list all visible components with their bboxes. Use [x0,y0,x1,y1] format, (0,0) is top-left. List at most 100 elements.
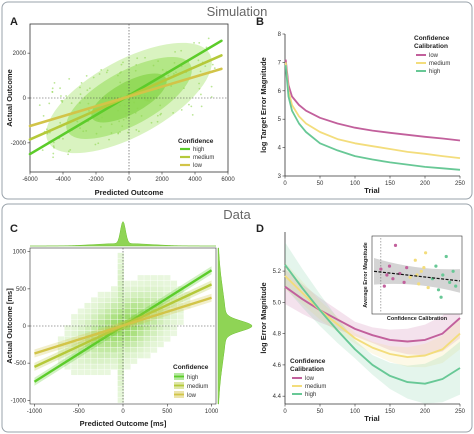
panel-c-density-cell [150,347,158,353]
panel-c-density-cell [71,319,78,325]
panel-d-x-tick-label: 250 [455,409,466,415]
panel-c-density-cell [124,314,131,320]
panel-a-scatter-point [136,57,139,60]
panel-a-scatter-point [106,69,109,72]
panel-c-x-tick-label: -500 [73,409,86,415]
panel-c-density-cell [111,297,118,303]
panel-c-density-cell [84,330,91,337]
panel-c-density-cell [117,314,124,320]
panel-c-density-cell [97,314,104,320]
panel-c-density-cell [91,358,98,364]
panel-a-scatter-point [207,37,210,40]
panel-c-density-cell [130,308,138,314]
panel-c-density-cell [64,341,71,348]
panel-d-inset-x-label: Confidence Calibration [387,316,448,322]
panel-d-inset-point-medium [422,266,426,270]
panel-a-scatter-point [210,85,213,88]
panel-a-scatter-point [79,86,81,89]
panel-c-density-cell [84,314,91,320]
panel-a-scatter-point [53,146,55,149]
panel-c-density-cell [104,314,111,320]
panel-c-density-cell [164,325,171,331]
panel-a-scatter-point [125,116,128,119]
panel-c-density-cell [84,341,91,348]
panel-c-density-cell [64,336,71,342]
panel-c-density-cell [64,325,71,331]
panel-a-legend-label-medium: medium [193,155,214,161]
panel-a-scatter-point [92,76,95,79]
panel-c-density-cell [117,319,124,325]
panel-a-y-tick-label: 0 [23,96,27,102]
panel-c-density-cell [97,319,104,325]
panel-c-density-cell [157,314,164,320]
panel-a-scatter-point [198,41,201,44]
panel-c-density-cell [130,291,138,298]
panel-a-scatter-point [190,105,193,108]
panel-c-density-cell [177,319,184,325]
panel-c-density-cell [84,336,91,342]
panel-c-density-cell [77,330,85,337]
panel-c-density-cell [137,286,144,292]
panel-d-inset-point-low [391,277,395,281]
panel-c-density-cell [71,314,78,320]
panel-a-scatter-point [200,105,203,108]
panel-c-density-cell [111,314,118,320]
panel-d-inset-point-medium [413,258,417,262]
panel-c-density-cell [71,358,78,364]
panel-c-legend: Confidence high medium low [172,361,209,403]
panel-a: -6000 -4000 -2000 0 2000 4000 6000 -200002000 … [5,23,235,197]
panel-c-density-cell [150,330,158,337]
panel-c-density-cell [144,297,151,303]
panel-c-density-cell [170,297,178,303]
panel-a-scatter-point [117,131,120,134]
panel-b-line-low [284,59,461,142]
panel-a-scatter-point [139,94,141,97]
panel-a-fit-lines [28,39,223,156]
panel-c-density-cell [124,286,131,292]
panel-a-scatter-point [85,129,88,132]
panel-c-x-tick-label: -1000 [27,409,43,415]
panel-a-scatter-point [79,102,81,104]
panel-d-inset-point-low [405,266,409,270]
simulation-section-border [1,1,473,200]
panel-c-density-cell [130,314,138,320]
panel-c-density-cell [117,291,124,298]
panel-c-density-cell [170,330,178,337]
panel-c-density-cell [130,325,138,331]
panel-a-scatter-point [119,131,121,133]
panel-c-density-cell [117,397,124,403]
panel-c-density-cell [124,291,131,298]
panel-a-scatter-point [191,113,194,116]
panel-c-x-tick-label: 500 [162,409,173,415]
panel-c-density-cell [104,291,111,298]
panel-a-scatter-point [52,145,55,148]
panel-d-line-low [284,285,461,343]
panel-c-y-ticks: -1000 -500 0 500 1000 [11,250,30,404]
panel-a-scatter-point [48,102,51,105]
panel-c-density-cell [150,336,158,342]
panel-a-scatter-point [133,101,136,104]
panel-c-density-cell [130,302,138,309]
panel-c-density-cell [91,319,98,325]
panel-a-scatter-point [146,99,148,102]
panel-c-density-cell [170,314,178,320]
panel-c-density-cell [111,336,118,342]
panel-a-scatter-point [173,72,175,75]
panel-c-density-cell [71,341,78,348]
panel-a-scatter-point [137,130,140,133]
panel-d-inset-point-low [385,273,389,277]
panel-c-density-cell [170,302,178,309]
panel-c-density-cell [77,353,85,359]
panel-c-density-cell [124,353,131,359]
panel-c-legend-label-low: low [187,393,197,399]
panel-a-scatter-point [41,149,44,152]
panel-c-density-cell [97,341,104,348]
panel-c-density-cell [124,358,131,364]
panel-c-density-cell [117,380,124,387]
panel-b-x-tick-label: 0 [283,181,287,187]
panel-c-density-cell [157,319,164,325]
panel-c-right-marginal [217,247,253,405]
panel-c-density-cell [130,353,138,359]
